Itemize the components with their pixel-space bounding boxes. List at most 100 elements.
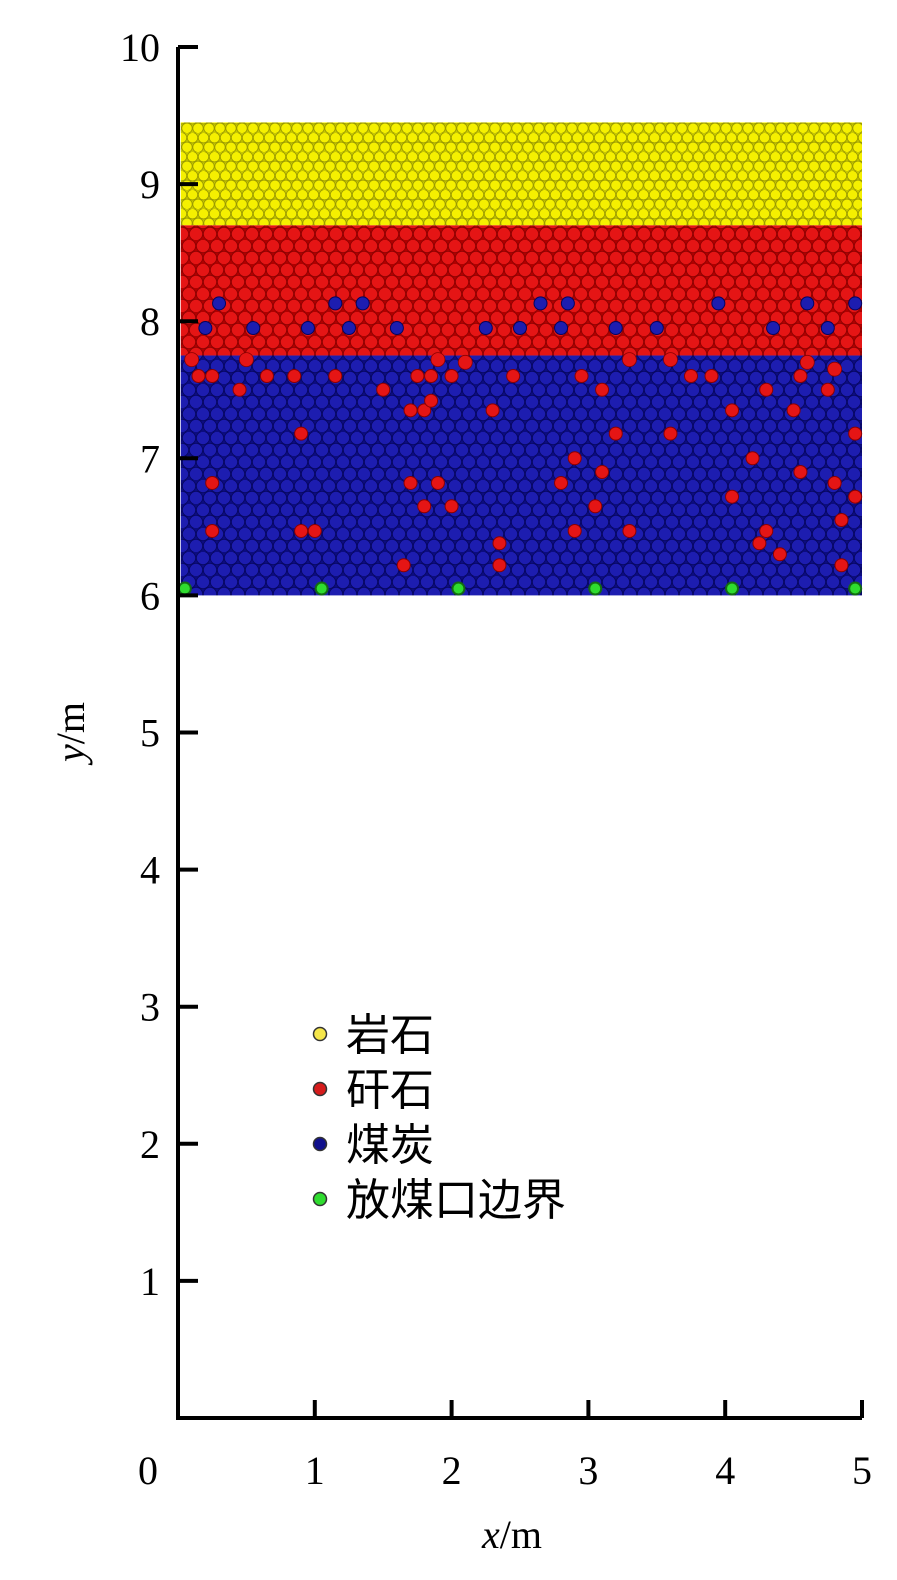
gangue-boundary-particle: [457, 354, 473, 370]
x-tick-label: 3: [578, 1448, 598, 1493]
gangue-particle: [430, 475, 445, 490]
gangue-particle: [567, 523, 582, 538]
gangue-particle: [684, 369, 698, 384]
gangue-particle: [205, 523, 220, 538]
boundary-particle: [848, 581, 863, 596]
gangue-particle: [608, 426, 623, 441]
gangue-particle: [848, 426, 863, 441]
boundary-particle: [177, 581, 192, 596]
y-axis-title: y/m: [48, 702, 93, 766]
gangue-particle: [622, 523, 637, 538]
coal-particle: [820, 321, 835, 336]
x-tick-label: 4: [715, 1448, 735, 1493]
x-tick-label: 1: [305, 1448, 325, 1493]
legend-marker: [312, 1191, 328, 1207]
y-axis-unit: /m: [48, 702, 93, 744]
gangue-particle: [834, 512, 849, 527]
legend-label: 岩石: [346, 1010, 434, 1061]
coal-particle: [554, 321, 569, 336]
gangue-boundary-particle: [799, 354, 815, 370]
boundary-particle: [588, 581, 603, 596]
gangue-particle: [232, 382, 247, 397]
gangue-particle: [663, 426, 678, 441]
boundary-particle: [451, 581, 466, 596]
coal-particle: [198, 321, 213, 336]
coal-particle: [711, 296, 726, 311]
legend-label: 矸石: [346, 1065, 434, 1116]
gangue-boundary-particle: [184, 352, 200, 367]
gangue-particle: [567, 451, 582, 466]
gangue-particle: [410, 369, 425, 384]
coal-particle: [800, 296, 815, 311]
gangue-particle: [205, 369, 220, 384]
y-tick-label: 8: [140, 299, 160, 344]
gangue-particle: [725, 489, 740, 504]
legend-marker: [312, 1136, 328, 1152]
gangue-particle: [294, 426, 309, 441]
gangue-particle: [848, 489, 863, 504]
gangue-particle: [834, 558, 849, 573]
x-axis-ticks: 0 1 2 3 4 5: [138, 1400, 872, 1493]
gangue-particle: [191, 369, 206, 384]
y-tick-label: 9: [140, 162, 160, 207]
gangue-particle: [725, 403, 740, 418]
gangue-particle: [827, 475, 842, 490]
coal-particle: [649, 321, 664, 336]
gangue-particle: [759, 523, 774, 538]
rock-layer: [180, 122, 863, 226]
particle-layers: [180, 122, 863, 596]
y-tick-label: 7: [140, 436, 160, 481]
y-tick-label: 5: [140, 711, 160, 756]
coal-particle: [328, 296, 343, 311]
x-axis-title: x/m: [481, 1512, 542, 1557]
gangue-particle: [595, 465, 610, 480]
gangue-particle: [444, 499, 459, 514]
y-tick-label: 2: [140, 1122, 160, 1167]
gangue-particle: [287, 369, 302, 384]
coal-particle: [848, 296, 863, 311]
coal-particle: [246, 321, 261, 336]
boundary-particle: [725, 581, 740, 596]
gangue-particle: [704, 369, 719, 384]
gangue-particle: [424, 393, 439, 408]
gangue-particle: [294, 523, 309, 538]
gangue-boundary-particle: [827, 361, 843, 377]
gangue-boundary-particle: [430, 352, 446, 367]
gangue-particle: [745, 451, 760, 466]
gangue-particle: [396, 558, 411, 573]
x-tick-label: 5: [852, 1448, 872, 1493]
gangue-particle: [403, 475, 418, 490]
gangue-particle: [793, 369, 808, 384]
legend-label: 煤炭: [346, 1120, 434, 1171]
gangue-particle: [205, 475, 220, 490]
coal-particle: [533, 296, 548, 311]
boundary-particle: [314, 581, 329, 596]
x-tick-label: 2: [442, 1448, 462, 1493]
gangue-particle: [259, 369, 274, 384]
gangue-particle: [403, 403, 418, 418]
coal-particle: [478, 321, 493, 336]
legend-marker: [312, 1026, 328, 1042]
gangue-particle: [417, 499, 432, 514]
y-axis-ticks: 1 2 3 4 5 6 7 8 9 10: [120, 25, 198, 1304]
gangue-particle: [417, 403, 432, 418]
gangue-particle: [328, 369, 343, 384]
gangue-particle: [595, 382, 610, 397]
gangue-particle: [752, 536, 767, 551]
coal-particle: [355, 296, 370, 311]
gangue-particle: [554, 475, 569, 490]
coal-particle: [766, 321, 781, 336]
gangue-particle: [444, 369, 459, 384]
legend-marker: [312, 1081, 328, 1097]
particle-points: [177, 296, 863, 596]
coal-particle: [342, 321, 356, 336]
gangue-particle: [786, 403, 801, 418]
gangue-particle: [492, 536, 507, 551]
gangue-particle: [506, 369, 521, 384]
coal-particle: [389, 321, 404, 336]
y-tick-label: 1: [140, 1259, 160, 1304]
gangue-particle: [376, 382, 391, 397]
y-axis-var: y: [48, 744, 93, 766]
